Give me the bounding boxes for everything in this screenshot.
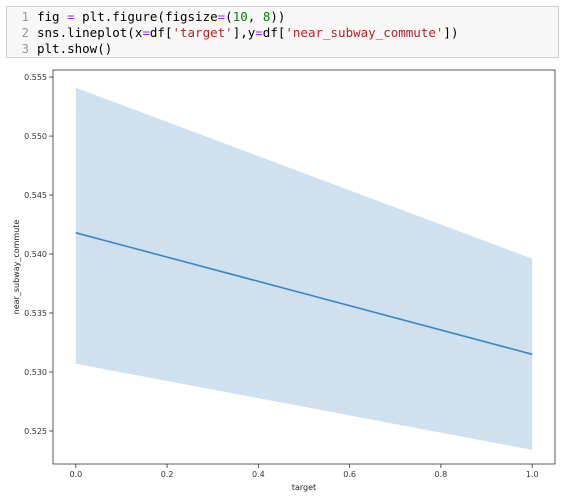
code-token: 8 [262,9,271,24]
code-token: df[ [262,25,286,40]
axes-frame [52,69,556,465]
x-tick-label: 0.6 [343,470,356,479]
code-cell[interactable]: 1 fig = plt.figure(figsize=(10, 8)) 2 sns.l… [6,6,559,58]
code-line: 1 fig = plt.figure(figsize=(10, 8)) [7,9,285,25]
code-token: ( [225,9,233,24]
confidence-band [75,87,533,450]
code-token: plt.show() [37,41,113,56]
code-token: df[ [149,25,173,40]
y-tick-label: 0.555 [24,73,47,82]
x-tick-label: 1.0 [526,470,539,479]
line-number: 2 [21,25,29,40]
code-token: plt.figure(figsize [74,9,218,24]
code-line: 3 plt.show() [7,41,112,57]
y-tick-label: 0.535 [24,309,47,318]
code-token: 'near_subway_commute' [285,25,444,40]
seaborn-line-chart: 0.0 0.2 0.4 0.6 0.8 1.0 0.525 0.530 0.535 0.540 0.… [12,69,556,492]
line-number: 1 [21,9,29,24]
code-token: = [217,9,226,24]
line-number: 3 [21,41,29,56]
code-token: )) [270,9,286,24]
x-tick-label: 0.8 [435,470,448,479]
y-tick-label: 0.540 [24,250,47,259]
y-tick-label: 0.545 [24,191,47,200]
code-token: 10 [232,9,248,24]
x-axis-label: target [292,483,316,492]
y-axis-label: near_subway_commute [12,220,21,315]
y-tick-label: 0.530 [24,368,47,377]
code-token: sns.lineplot(x [37,25,143,40]
series-line [75,232,533,356]
code-token: ],y [232,25,256,40]
code-token: fig [37,9,68,24]
y-tick-label: 0.525 [24,427,47,436]
x-tick-label: 0.4 [252,470,265,479]
code-token: = [142,25,150,40]
code-line: 2 sns.lineplot(x=df['target'],y=df['near_… [7,25,458,41]
y-tick-label: 0.550 [24,132,47,141]
x-tick-label: 0.2 [161,470,174,479]
code-token: = [67,9,75,24]
x-tick-label: 0.0 [69,470,82,479]
code-token: 'target' [172,25,233,40]
code-token: = [255,25,263,40]
code-token: , [247,9,263,24]
code-token: ]) [443,25,459,40]
